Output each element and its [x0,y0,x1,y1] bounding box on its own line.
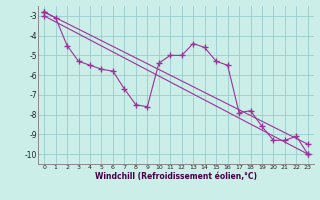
X-axis label: Windchill (Refroidissement éolien,°C): Windchill (Refroidissement éolien,°C) [95,172,257,181]
